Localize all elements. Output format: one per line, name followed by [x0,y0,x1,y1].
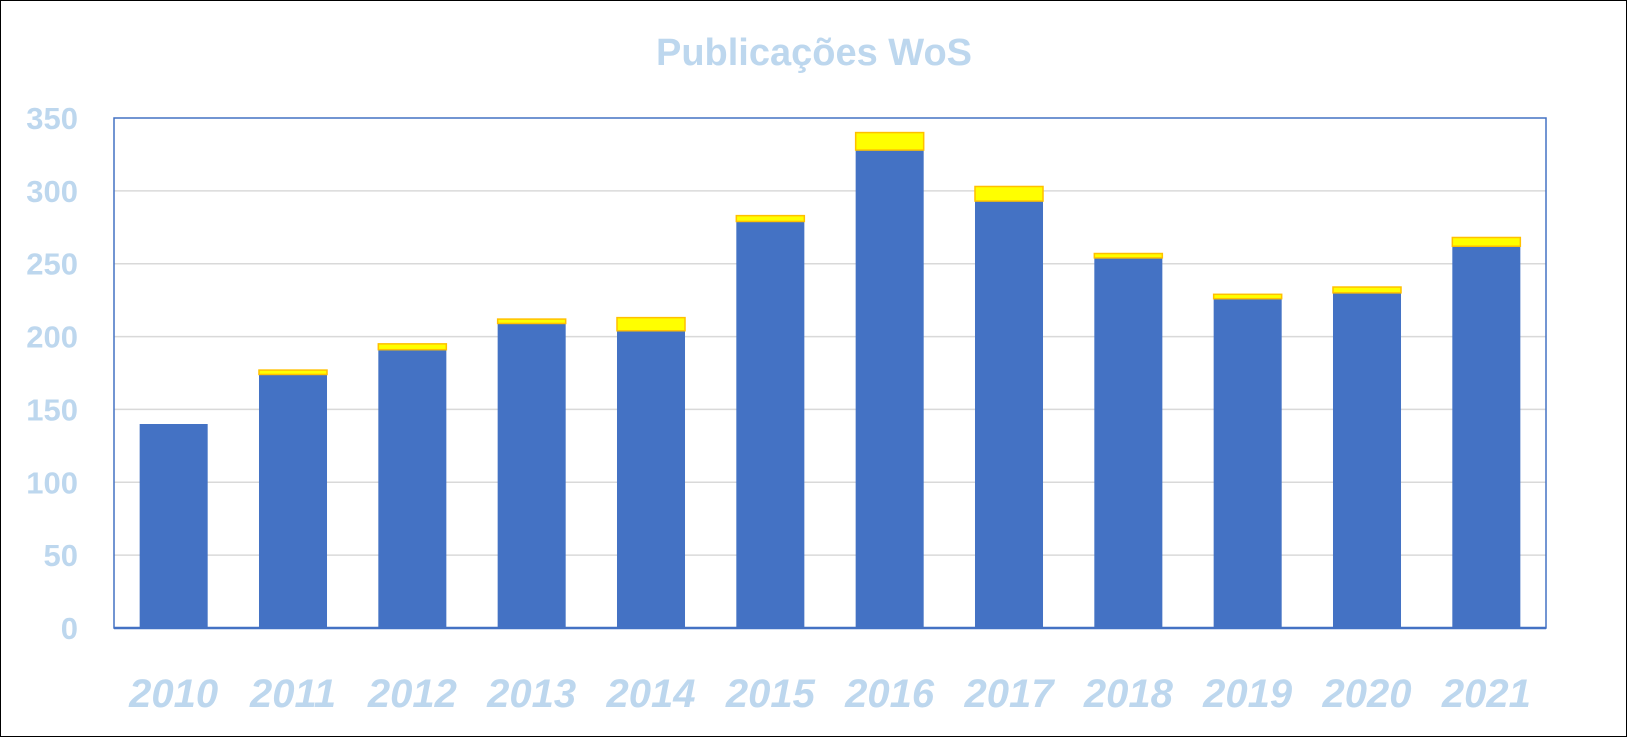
bar-segment-main [736,221,805,628]
y-tick-label: 0 [61,611,78,646]
plot-area-outline [113,117,1547,629]
y-tick-label: 350 [26,101,78,136]
bar-segment-increment [496,318,567,325]
y-tick-label: 100 [26,465,78,500]
bar-segment-main [1094,257,1163,628]
bar-segment-main [1332,292,1402,628]
x-tick-label: 2021 [1441,672,1531,716]
x-tick-label: 2020 [1322,672,1412,716]
x-tick-label: 2013 [486,672,576,716]
x-tick-label: 2012 [367,672,457,716]
bar-segment-main [855,150,924,629]
plot-area-border [113,117,1547,630]
bar-segment-main [497,323,566,628]
bar-segment-increment [616,316,686,332]
x-tick-label: 2016 [844,672,935,716]
bar-segment-main [139,424,208,628]
bar-segment-main [1452,246,1521,628]
bar-segment-increment [1332,286,1402,294]
bar-segment-increment [258,369,328,376]
x-tick-label: 2014 [606,672,696,716]
y-axis-ticks: 0 50 100 150 200 250 300 350 [26,101,78,646]
x-axis-ticks: 2010 2011 2012 2013 2014 2015 2016 2017 2018 2019… [128,672,1531,716]
x-tick-label: 2011 [249,672,336,716]
y-tick-label: 200 [26,320,78,355]
bar-segment-increment [377,343,448,351]
bar-segment-increment [854,131,925,151]
bar-segment-main [378,349,447,628]
x-tick-label: 2017 [964,672,1056,716]
bar-segment-increment [1093,252,1164,259]
x-tick-label: 2010 [128,672,218,716]
x-tick-label: 2015 [725,672,816,716]
y-tick-label: 250 [26,247,78,282]
bar-segment-main [974,201,1044,629]
bar-segment-increment [735,214,806,223]
bar-segment-main [616,330,686,628]
chart-title: Publicações WoS [656,32,972,74]
y-tick-label: 150 [26,392,78,427]
bar-segment-main [1213,298,1282,628]
bars [139,131,1522,629]
y-tick-label: 50 [44,538,78,573]
bar-segment-increment [974,185,1044,202]
y-tick-label: 300 [26,174,78,209]
bar-segment-increment [1451,236,1522,247]
x-tick-label: 2019 [1202,672,1293,716]
x-tick-label: 2018 [1083,672,1174,716]
gridlines [114,190,1546,556]
bar-segment-main [258,374,328,628]
bar-segment-increment [1212,293,1283,300]
